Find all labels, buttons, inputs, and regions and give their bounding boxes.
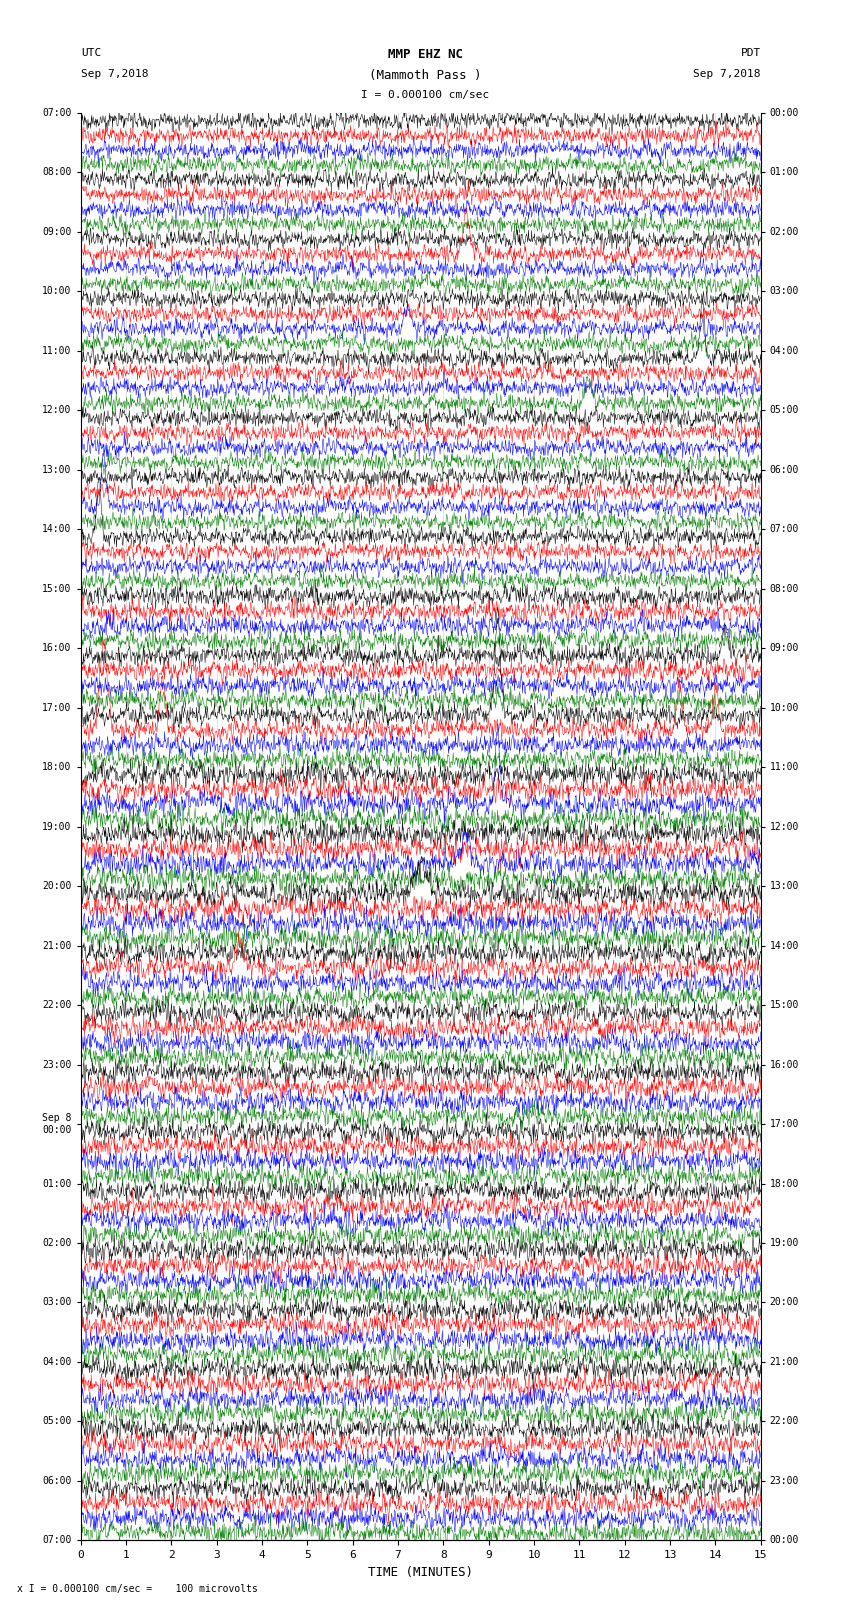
Text: Sep 7,2018: Sep 7,2018 xyxy=(81,69,148,79)
Text: I = 0.000100 cm/sec: I = 0.000100 cm/sec xyxy=(361,90,489,100)
Text: (Mammoth Pass ): (Mammoth Pass ) xyxy=(369,69,481,82)
Text: MMP EHZ NC: MMP EHZ NC xyxy=(388,48,462,61)
Text: PDT: PDT xyxy=(740,48,761,58)
X-axis label: TIME (MINUTES): TIME (MINUTES) xyxy=(368,1566,473,1579)
Text: UTC: UTC xyxy=(81,48,101,58)
Text: x I = 0.000100 cm/sec =    100 microvolts: x I = 0.000100 cm/sec = 100 microvolts xyxy=(17,1584,258,1594)
Text: Sep 7,2018: Sep 7,2018 xyxy=(694,69,761,79)
